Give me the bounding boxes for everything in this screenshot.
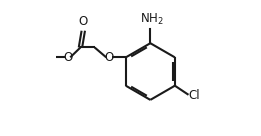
Text: NH$_2$: NH$_2$ [140, 12, 164, 27]
Text: Cl: Cl [188, 89, 200, 102]
Text: O: O [79, 15, 88, 28]
Text: O: O [104, 51, 114, 64]
Text: O: O [63, 51, 72, 64]
